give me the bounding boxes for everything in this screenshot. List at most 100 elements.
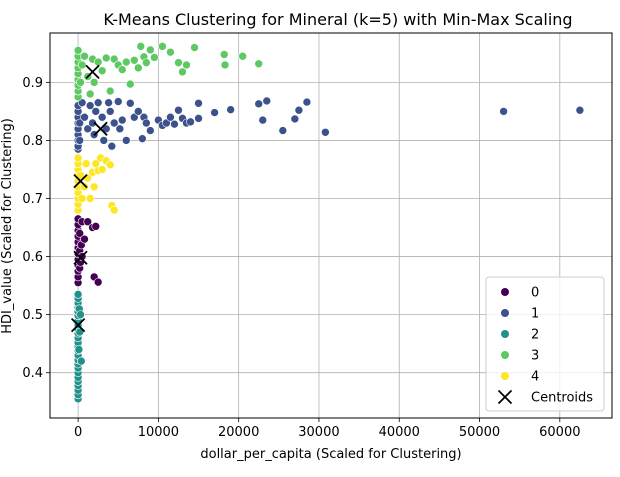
cluster-3-point (117, 65, 127, 74)
cluster-3-point (93, 57, 103, 67)
x-tick-label: 20000 (218, 425, 259, 440)
x-tick-label: 50000 (459, 425, 500, 440)
cluster-1-point (166, 112, 175, 122)
legend-marker (501, 351, 509, 359)
centroids (70, 64, 108, 333)
cluster-3-point (190, 43, 199, 52)
y-axis-ticks: 0.4 0.5 0.6 0.7 0.8 0.9 (22, 76, 50, 381)
legend-entry-3: 3 (501, 349, 539, 364)
cluster-1-point (194, 98, 203, 108)
cluster-2-point (76, 310, 85, 319)
cluster-1-point (107, 141, 117, 151)
cluster-4-point (73, 153, 83, 163)
cluster-3-point (150, 53, 159, 62)
cluster-3-point (105, 86, 115, 96)
x-tick-label: 60000 (539, 425, 580, 440)
cluster-3-point (130, 55, 139, 65)
cluster-3-point (220, 60, 230, 70)
cluster-3-point (73, 46, 83, 55)
cluster-1-point (83, 124, 93, 134)
cluster-3-point (254, 59, 264, 69)
cluster-0-point (91, 222, 101, 231)
x-tick-label: 10000 (138, 425, 179, 440)
cluster-0-point (83, 217, 93, 227)
cluster-1-point (170, 119, 179, 129)
cluster-3-point (142, 58, 151, 67)
y-tick-label: 0.8 (22, 134, 43, 149)
centroid-marker (70, 317, 86, 333)
legend-label: 0 (531, 286, 539, 301)
cluster-3-point (219, 50, 229, 59)
cluster-3-point (158, 42, 167, 51)
cluster-1-point (278, 126, 288, 135)
cluster-1-point (262, 96, 272, 106)
grid (50, 33, 612, 418)
cluster-1-point (97, 112, 107, 122)
cluster-1-point (77, 98, 87, 107)
cluster-3-point (182, 60, 191, 70)
legend-entry-1: 1 (501, 307, 539, 322)
cluster-1-point (302, 97, 312, 107)
cluster-2-point (73, 290, 83, 299)
legend-marker (501, 309, 509, 317)
cluster-4-point (85, 194, 95, 203)
legend-label: 1 (531, 307, 539, 322)
cluster-0-point (80, 234, 89, 244)
y-axis-label: HDI_value (Scaled for Clustering) (0, 118, 15, 334)
cluster-4-point (77, 194, 87, 203)
cluster-3-point (80, 51, 89, 61)
legend-box (485, 276, 605, 412)
cluster-4-point (80, 182, 89, 192)
centroid-marker (93, 121, 108, 136)
cluster-1-point (146, 126, 155, 135)
cluster-1-point (99, 136, 109, 145)
legend-label: 4 (531, 370, 539, 385)
x-tick-label: 0 (74, 425, 82, 440)
cluster-3-point (109, 54, 119, 64)
centroid-marker (73, 173, 88, 189)
cluster-3-point (77, 60, 87, 70)
cluster-0-point (93, 277, 103, 287)
cluster-1-point (75, 136, 85, 145)
cluster-1-point (88, 118, 97, 128)
cluster-1-point (105, 107, 115, 116)
cluster-4-point (105, 160, 115, 170)
cluster-1-point (134, 107, 143, 116)
cluster-3-point (134, 63, 143, 73)
y-tick-label: 0.7 (22, 192, 43, 207)
y-tick-label: 0.4 (22, 366, 43, 381)
cluster-3-point (85, 89, 95, 99)
cluster-3-point (166, 47, 175, 57)
legend-label: 2 (531, 328, 539, 343)
legend-entry-2: 2 (501, 328, 539, 343)
cluster-1-point (294, 105, 304, 115)
cluster-1-point (125, 98, 135, 108)
cluster-3-point (97, 66, 107, 76)
cluster-1-point (186, 117, 195, 127)
cluster-1-point (575, 105, 585, 115)
cluster-1-point (290, 114, 300, 124)
cluster-1-point (194, 114, 203, 123)
cluster-1-point (210, 108, 219, 117)
cluster-3-point (178, 67, 187, 77)
cluster-1-point (91, 107, 101, 116)
x-axis-label: dollar_per_capita (Scaled for Clustering… (200, 447, 461, 462)
legend-entry-0: 0 (501, 286, 539, 301)
cluster-1-point (130, 112, 139, 122)
cluster-1-point (113, 97, 123, 106)
cluster-1-point (142, 118, 151, 128)
cluster-3-point (146, 45, 155, 55)
cluster-4-point (109, 205, 119, 215)
x-axis-ticks: 0 10000 20000 30000 40000 50000 60000 (74, 418, 580, 440)
y-tick-label: 0.6 (22, 250, 43, 265)
cluster-1-point (226, 105, 235, 114)
cluster-1-point (109, 118, 119, 128)
cluster-3-point (238, 51, 247, 61)
cluster-4-point (76, 170, 85, 180)
centroid-marker (73, 250, 88, 265)
cluster-1-point (174, 105, 183, 115)
cluster-4-point (81, 159, 91, 168)
y-tick-label: 0.5 (22, 308, 43, 323)
cluster-1-point (117, 115, 127, 125)
